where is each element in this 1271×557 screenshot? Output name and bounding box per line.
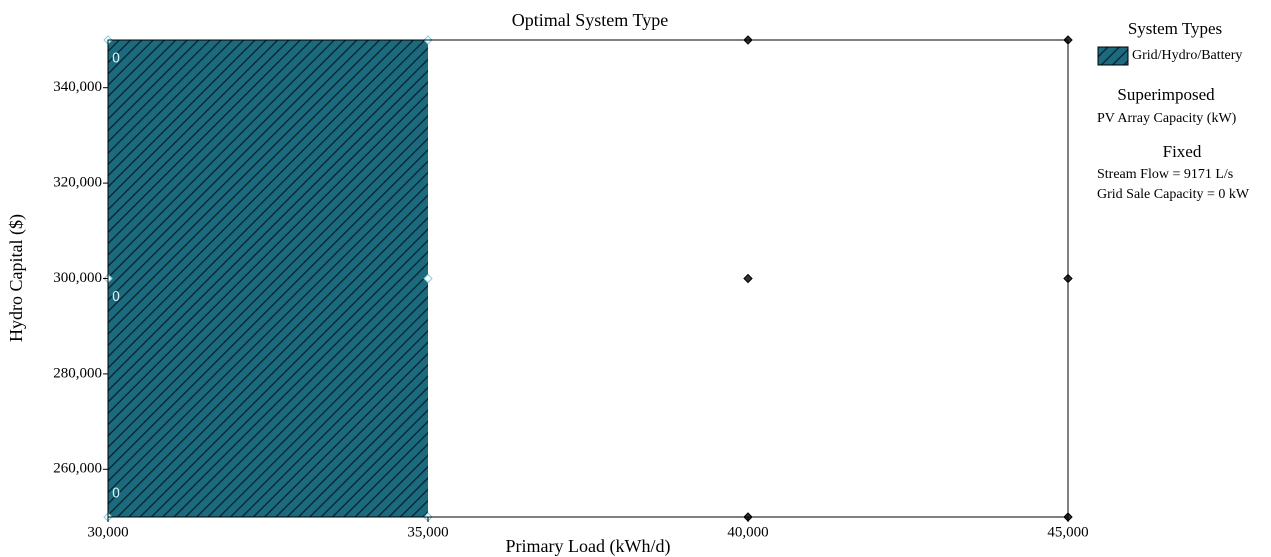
legend-fixed-title: Fixed [1163, 142, 1202, 161]
superimposed-label: 0 [112, 290, 120, 305]
grid-point [743, 273, 753, 284]
x-tick-label: 45,000 [1047, 524, 1088, 540]
legend-label: Grid/Hydro/Battery [1132, 48, 1242, 63]
y-tick-label: 340,000 [53, 79, 102, 95]
region [108, 40, 428, 517]
x-axis-label: Primary Load (kWh/d) [506, 536, 671, 557]
y-axis-label: Hydro Capital ($) [6, 214, 27, 342]
y-tick-label: 320,000 [53, 175, 102, 191]
legend-superimposed-title: Superimposed [1117, 85, 1215, 104]
plot-area: 0 0 0 [103, 35, 1073, 522]
legend-title: System Types [1128, 19, 1222, 38]
y-tick-label: 260,000 [53, 461, 102, 477]
x-tick-label: 40,000 [727, 524, 768, 540]
chart-title: Optimal System Type [512, 10, 668, 30]
superimposed-label: 0 [112, 52, 120, 67]
legend-superimposed-variable: PV Array Capacity (kW) [1097, 111, 1237, 126]
legend-fixed-item: Stream Flow = 9171 L/s [1097, 167, 1233, 182]
legend-fixed-item: Grid Sale Capacity = 0 kW [1097, 187, 1250, 202]
grid-point [423, 273, 433, 284]
x-tick-label: 35,000 [407, 524, 448, 540]
y-tick-label: 280,000 [53, 365, 102, 381]
superimposed-label: 0 [112, 487, 120, 502]
legend-swatch [1097, 46, 1129, 66]
y-tick-label: 300,000 [53, 270, 102, 286]
x-tick-label: 30,000 [87, 524, 128, 540]
